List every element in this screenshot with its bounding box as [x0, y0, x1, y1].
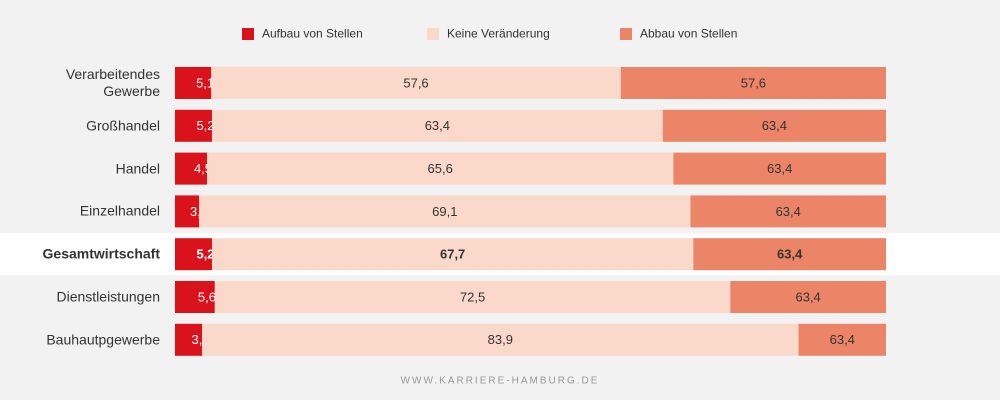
value-label: 57,6	[403, 75, 428, 90]
value-label: 63,4	[795, 289, 820, 304]
value-label: 57,6	[741, 75, 766, 90]
value-label: 5,2	[196, 247, 214, 262]
bar-segment	[673, 152, 886, 185]
bar-segment	[662, 109, 886, 142]
value-label: 63,4	[767, 161, 792, 176]
legend-swatch	[427, 28, 439, 40]
value-label: 65,6	[428, 161, 453, 176]
value-label: 63,4	[776, 204, 801, 219]
bar-segment	[175, 238, 212, 271]
legend-swatch	[620, 28, 632, 40]
bar-segment	[199, 195, 691, 228]
legend-label: Abbau von Stellen	[640, 27, 737, 41]
value-label: 5,1	[196, 75, 214, 90]
bar-segment	[175, 323, 203, 356]
value-label: 63,4	[777, 247, 803, 262]
value-label: 63,4	[830, 332, 855, 347]
bar-segment	[175, 67, 212, 99]
bar-segment	[211, 67, 621, 99]
bar-segment	[202, 323, 799, 356]
value-label: 67,7	[440, 247, 465, 262]
value-label: 63,4	[425, 118, 450, 133]
category-label: Gesamtwirtschaft	[42, 245, 160, 262]
value-label: 63,4	[762, 118, 787, 133]
value-label: 5,6	[198, 289, 216, 304]
legend-label: Keine Veränderung	[447, 27, 550, 41]
source: WWW.KARRIERE-HAMBURG.DE	[401, 376, 600, 387]
bar-segment	[206, 152, 674, 185]
bar-segment	[175, 281, 215, 313]
bar-segment	[693, 238, 886, 271]
bar-segment	[214, 281, 731, 313]
legend-label: Aufbau von Stellen	[262, 27, 363, 41]
bar-segment	[730, 281, 886, 313]
bar-segment	[175, 152, 207, 185]
category-label: Dienstleistungen	[56, 288, 160, 305]
category-label: Einzelhandel	[79, 202, 160, 219]
value-label: 69,1	[432, 204, 457, 219]
category-label: Großhandel	[86, 117, 160, 134]
bar-segment	[175, 195, 200, 228]
bar-segment	[175, 109, 212, 142]
category-label: Verarbeitendes Gewerbe	[65, 66, 160, 99]
bar-segment	[690, 195, 886, 228]
value-label: 83,9	[488, 332, 513, 347]
value-label: 72,5	[460, 289, 485, 304]
bar-segment	[211, 238, 694, 271]
bar-segment	[798, 323, 886, 356]
value-label: 5,2	[196, 118, 214, 133]
bar-segment	[211, 109, 663, 142]
category-label: Handel	[115, 160, 160, 177]
category-label: Bauhautpgewerbe	[46, 331, 160, 348]
bar-segment	[620, 67, 886, 99]
legend-swatch	[242, 28, 254, 40]
